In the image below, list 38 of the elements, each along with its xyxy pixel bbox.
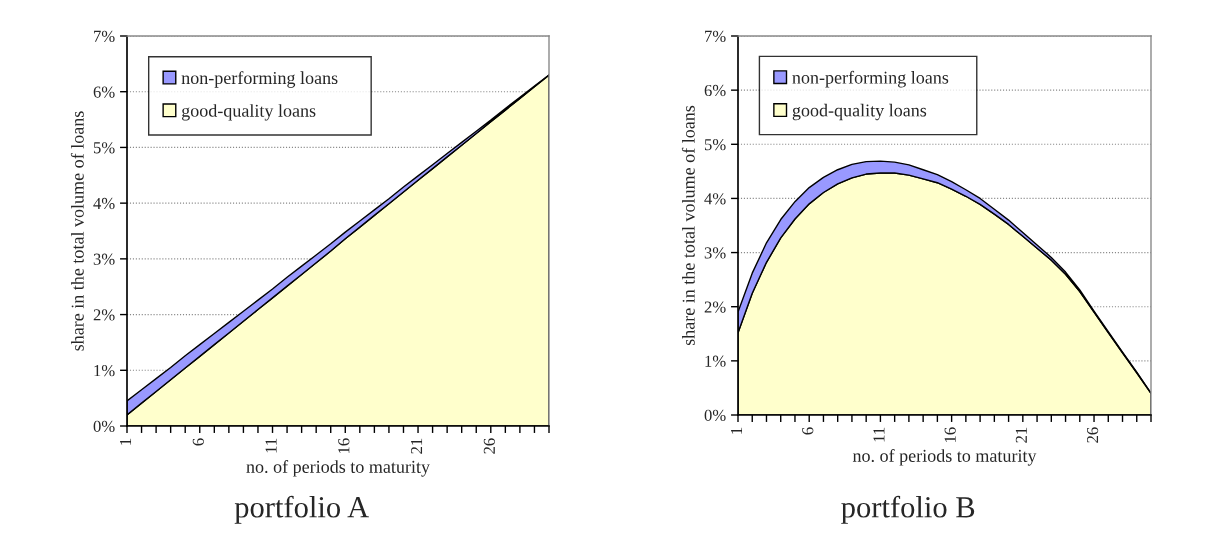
legend-label: good-quality loans — [181, 104, 316, 121]
y-tick-label: 4% — [704, 193, 726, 205]
y-tick-label: 3% — [704, 247, 726, 259]
y-tick-label: 2% — [704, 301, 726, 313]
y-tick-label: 7% — [705, 30, 726, 42]
y-tick-label: 7% — [94, 30, 115, 42]
x-tick-label: 11 — [265, 438, 277, 453]
x-tick-label: 6 — [802, 427, 814, 435]
text: portfolio B — [841, 495, 975, 524]
x-axis-title: no. of periods to maturity — [852, 449, 1037, 466]
x-tick-label: 1 — [731, 427, 743, 434]
y-tick-label: 5% — [93, 142, 115, 154]
legend-label: non-performing loans — [181, 71, 338, 88]
legend-label: non-performing loans — [792, 70, 949, 88]
y-tick-label: 1% — [705, 355, 726, 367]
y-tick-label: 4% — [93, 197, 115, 210]
y-axis-title: share in the total volume of loans — [681, 105, 695, 346]
y-tick-label: 6% — [93, 86, 115, 98]
legend-label: good-quality loans — [792, 103, 927, 121]
y-tick-label: 5% — [704, 138, 726, 151]
x-tick-label: 26 — [483, 438, 495, 454]
x-tick-label: 16 — [338, 438, 350, 454]
y-tick-label: 6% — [704, 84, 726, 97]
y-tick-label: 3% — [93, 253, 115, 265]
text: portfolio A — [234, 495, 369, 524]
y-tick-label: 2% — [93, 309, 115, 321]
x-tick-label: 21 — [411, 438, 423, 454]
x-tick-label: 16 — [944, 427, 956, 443]
y-tick-label: 0% — [93, 420, 115, 432]
x-axis-title: no. of periods to maturity — [246, 460, 430, 477]
y-tick-label: 0% — [704, 409, 726, 421]
y-tick-label: 1% — [94, 364, 115, 377]
y-axis-title: share in the total volume of loans — [70, 111, 84, 351]
x-tick-label: 21 — [1015, 427, 1027, 443]
x-tick-label: 6 — [192, 438, 204, 446]
x-tick-label: 26 — [1087, 427, 1099, 443]
x-tick-label: 11 — [873, 427, 885, 442]
x-tick-label: 1 — [120, 438, 132, 445]
